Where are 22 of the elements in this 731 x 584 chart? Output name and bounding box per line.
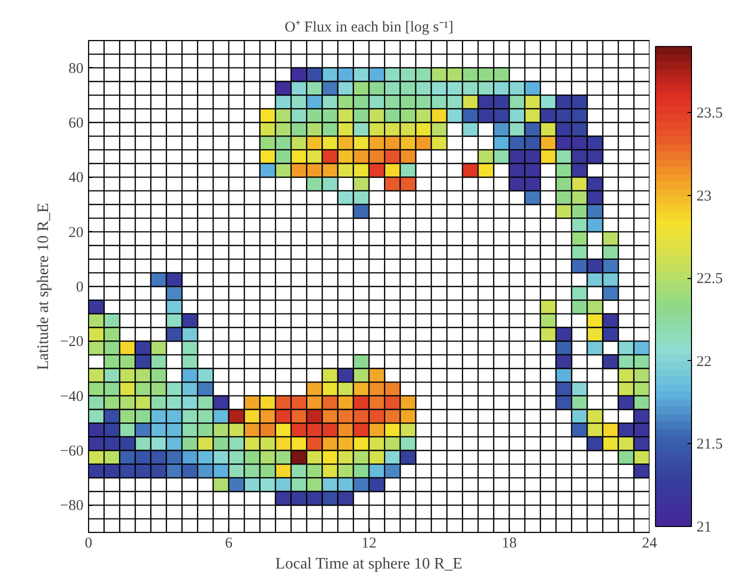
y-tick-label: 20 [68,224,84,241]
color-bar-label: 22 [696,354,712,370]
y-tick-label: 0 [76,280,84,296]
color-bar-label: 23.5 [696,106,723,122]
x-tick-label: 6 [225,536,233,552]
y-tick-label: −80 [60,498,84,514]
y-tick-label: −40 [60,388,84,405]
x-axis-title: Local Time at sphere 10 R_E [275,556,462,572]
y-tick-label: −20 [60,334,84,350]
chart-title: O⁺ Flux in each bin [log s⁻¹] [284,20,454,36]
y-axis-title: Latitude at sphere 10 R_E [35,202,52,370]
color-bar-label: 21.5 [696,436,723,453]
y-tick-label: 40 [68,170,84,186]
x-tick-label: 18 [502,536,517,552]
y-tick-label: 60 [68,116,84,132]
y-tick-label: −60 [60,444,84,460]
y-tick-label: 80 [68,60,84,77]
color-bar-label: 23 [696,188,712,204]
x-tick-label: 12 [362,536,376,552]
color-bar-label: 22.5 [696,271,723,288]
x-tick-label: 24 [642,536,658,552]
color-bar-label: 21 [696,520,712,536]
